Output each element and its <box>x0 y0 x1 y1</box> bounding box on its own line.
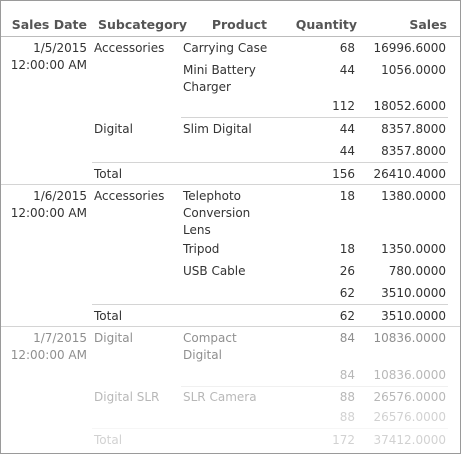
product-name: Tripod <box>183 242 220 256</box>
subcategory-label: Accessories <box>94 41 165 55</box>
product-name: Carrying Case <box>183 41 268 55</box>
quantity-cell: 44 <box>339 122 355 136</box>
quantity-cell: 26 <box>339 264 355 278</box>
subtotal-quantity: 62 <box>339 286 355 300</box>
product-name-wrap: Conversion <box>183 206 251 220</box>
subtotal-quantity: 84 <box>339 368 355 382</box>
product-name-wrap: Digital <box>183 348 222 362</box>
total-quantity: 62 <box>339 309 355 323</box>
product-name: USB Cable <box>183 264 246 278</box>
subtotal-sales: 8357.8000 <box>381 144 446 158</box>
product-name: Mini Battery <box>183 63 256 77</box>
group-divider <box>1 184 460 185</box>
group-date: 1/6/2015 <box>33 189 87 203</box>
header-divider <box>1 36 460 37</box>
row-divider <box>92 162 448 163</box>
product-name: Telephoto <box>183 189 242 203</box>
total-label: Total <box>94 433 123 447</box>
subtotal-quantity: 112 <box>332 99 355 113</box>
column-header-quantity[interactable]: Quantity <box>295 17 357 32</box>
sales-cell: 1056.0000 <box>381 63 446 77</box>
product-name-wrap: Charger <box>183 80 231 94</box>
subtotal-quantity: 88 <box>339 410 355 424</box>
product-name: Compact <box>183 331 237 345</box>
subcategory-label: Digital <box>94 122 133 136</box>
quantity-cell: 18 <box>339 189 355 203</box>
product-name: SLR Camera <box>183 390 257 404</box>
total-sales: 37412.0000 <box>373 433 446 447</box>
group-time: 12:00:00 AM <box>10 58 87 72</box>
subtotal-sales: 18052.6000 <box>373 99 446 113</box>
quantity-cell: 18 <box>339 242 355 256</box>
column-header-sales[interactable]: Sales <box>409 17 447 32</box>
sales-cell: 1350.0000 <box>381 242 446 256</box>
sales-cell: 1380.0000 <box>381 189 446 203</box>
total-quantity: 172 <box>332 433 355 447</box>
total-quantity: 156 <box>332 167 355 181</box>
group-time: 12:00:00 AM <box>10 206 87 220</box>
quantity-cell: 68 <box>339 41 355 55</box>
column-header-subcategory[interactable]: Subcategory <box>98 17 187 32</box>
quantity-cell: 84 <box>339 331 355 345</box>
group-date: 1/7/2015 <box>33 331 87 345</box>
sales-cell: 780.0000 <box>388 264 446 278</box>
row-divider <box>181 386 448 387</box>
subtotal-sales: 26576.0000 <box>373 410 446 424</box>
total-sales: 3510.0000 <box>381 309 446 323</box>
total-label: Total <box>94 309 123 323</box>
column-header-sales-date[interactable]: Sales Date <box>11 17 87 32</box>
quantity-cell: 88 <box>339 390 355 404</box>
product-name-wrap: Lens <box>183 223 211 235</box>
subtotal-quantity: 44 <box>339 144 355 158</box>
total-sales: 26410.4000 <box>373 167 446 181</box>
sales-cell: 10836.0000 <box>373 331 446 345</box>
row-divider <box>92 304 448 305</box>
subcategory-label: Accessories <box>94 189 165 203</box>
sales-cell: 8357.8000 <box>381 122 446 136</box>
column-header-product[interactable]: Product <box>211 17 267 32</box>
subtotal-sales: 10836.0000 <box>373 368 446 382</box>
subtotal-sales: 3510.0000 <box>381 286 446 300</box>
subcategory-label: Digital SLR <box>94 390 160 404</box>
product-name: Slim Digital <box>183 122 252 136</box>
group-divider <box>1 326 460 327</box>
group-time: 12:00:00 AM <box>10 348 87 362</box>
sales-cell: 26576.0000 <box>373 390 446 404</box>
sales-cell: 16996.6000 <box>373 41 446 55</box>
row-divider <box>181 117 448 118</box>
subcategory-label: Digital <box>94 331 133 345</box>
group-date: 1/5/2015 <box>33 41 87 55</box>
total-label: Total <box>94 167 123 181</box>
row-divider <box>92 428 448 429</box>
quantity-cell: 44 <box>339 63 355 77</box>
